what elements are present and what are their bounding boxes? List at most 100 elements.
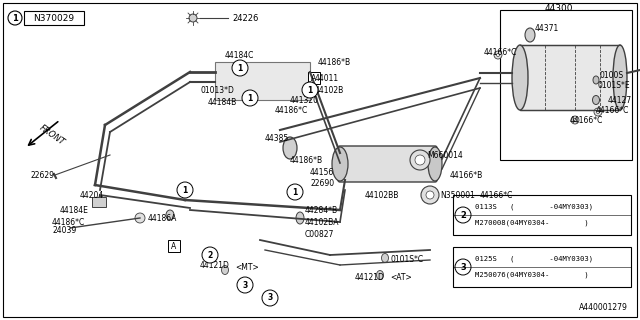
Text: 2: 2 <box>207 251 212 260</box>
Text: 1: 1 <box>292 188 298 196</box>
Text: 0125S   (        -04MY0303): 0125S ( -04MY0303) <box>475 256 593 262</box>
Circle shape <box>135 213 145 223</box>
Circle shape <box>573 118 577 122</box>
Text: 2: 2 <box>460 211 466 220</box>
Circle shape <box>302 82 318 98</box>
Bar <box>453 195 631 235</box>
Text: 0113S   (        -04MY0303): 0113S ( -04MY0303) <box>475 204 593 210</box>
Text: 44184E: 44184E <box>60 205 89 214</box>
Text: A: A <box>312 74 317 83</box>
Text: 44186*B: 44186*B <box>290 156 323 164</box>
Bar <box>168 240 180 252</box>
Ellipse shape <box>296 212 304 224</box>
Ellipse shape <box>593 76 599 84</box>
Text: 24039: 24039 <box>52 226 76 235</box>
Bar <box>500 10 632 160</box>
Bar <box>308 72 320 84</box>
Bar <box>24 11 84 25</box>
Text: 44385: 44385 <box>265 133 289 142</box>
Text: 0101S*E: 0101S*E <box>598 81 630 90</box>
Text: 44184B: 44184B <box>208 98 237 107</box>
Text: C00827: C00827 <box>305 229 334 238</box>
Text: 44184C: 44184C <box>225 51 254 60</box>
Text: 44102BA: 44102BA <box>305 218 339 227</box>
Text: 22690: 22690 <box>310 179 334 188</box>
Circle shape <box>237 277 253 293</box>
Ellipse shape <box>613 45 627 110</box>
Text: 44127: 44127 <box>608 95 632 105</box>
Text: 0100S: 0100S <box>600 70 624 79</box>
Text: 44011: 44011 <box>315 74 339 83</box>
Ellipse shape <box>166 210 174 220</box>
Text: 44186*B: 44186*B <box>318 58 351 67</box>
Text: A440001279: A440001279 <box>579 303 628 312</box>
Text: 44186*C: 44186*C <box>52 218 85 227</box>
Text: 1: 1 <box>237 63 243 73</box>
Ellipse shape <box>512 45 528 110</box>
Ellipse shape <box>283 137 297 159</box>
Text: 01013*D: 01013*D <box>200 85 234 94</box>
Circle shape <box>421 186 439 204</box>
Text: M250076(04MY0304-        ): M250076(04MY0304- ) <box>475 272 589 278</box>
Text: 441320: 441320 <box>290 95 319 105</box>
Text: 44121D: 44121D <box>355 274 385 283</box>
Ellipse shape <box>332 147 348 181</box>
Text: 1: 1 <box>182 186 188 195</box>
Bar <box>453 247 631 287</box>
FancyBboxPatch shape <box>338 146 437 182</box>
Circle shape <box>455 259 471 275</box>
Text: 44166*C: 44166*C <box>570 116 604 124</box>
Text: A: A <box>172 242 177 251</box>
Circle shape <box>202 247 218 263</box>
Text: 44186*C: 44186*C <box>275 106 308 115</box>
Text: 3: 3 <box>460 262 466 271</box>
Text: <MT>: <MT> <box>235 263 259 273</box>
Text: 44284*B: 44284*B <box>305 205 338 214</box>
Text: 44186A: 44186A <box>148 213 177 222</box>
Text: 44102B: 44102B <box>315 85 344 94</box>
Text: FRONT: FRONT <box>38 123 67 147</box>
Text: 44166*C: 44166*C <box>596 106 629 115</box>
Circle shape <box>594 108 602 116</box>
Circle shape <box>596 110 600 114</box>
Text: 1: 1 <box>248 93 253 102</box>
Circle shape <box>571 116 579 124</box>
Text: 44166*C: 44166*C <box>480 190 513 199</box>
Bar <box>92 197 106 207</box>
Text: 1: 1 <box>307 85 312 94</box>
Text: 44102BB: 44102BB <box>365 190 399 199</box>
Text: M660014: M660014 <box>427 150 463 159</box>
Polygon shape <box>215 62 310 100</box>
Circle shape <box>8 11 22 25</box>
Text: N370029: N370029 <box>33 13 75 22</box>
Circle shape <box>232 60 248 76</box>
Circle shape <box>415 155 425 165</box>
Text: 3: 3 <box>268 293 273 302</box>
Circle shape <box>242 90 258 106</box>
Ellipse shape <box>221 266 228 275</box>
Circle shape <box>455 207 471 223</box>
Text: 44300: 44300 <box>545 4 573 12</box>
Bar <box>520 45 620 110</box>
Circle shape <box>494 51 502 59</box>
Circle shape <box>287 184 303 200</box>
Circle shape <box>189 14 197 22</box>
Ellipse shape <box>376 270 383 279</box>
Text: 44166*C: 44166*C <box>484 47 517 57</box>
Text: 44121D: 44121D <box>200 260 230 269</box>
Ellipse shape <box>428 147 442 181</box>
Text: 44204: 44204 <box>80 190 104 199</box>
Circle shape <box>177 182 193 198</box>
Circle shape <box>410 150 430 170</box>
Text: 0101S*C: 0101S*C <box>390 255 423 265</box>
Text: N350001: N350001 <box>440 190 475 199</box>
Ellipse shape <box>525 28 535 42</box>
Text: 44371: 44371 <box>535 23 559 33</box>
Text: 3: 3 <box>243 281 248 290</box>
Text: 22629: 22629 <box>30 171 54 180</box>
Ellipse shape <box>381 253 388 262</box>
Circle shape <box>262 290 278 306</box>
Text: 44166*B: 44166*B <box>450 171 483 180</box>
Text: 1: 1 <box>12 13 18 22</box>
Text: 24226: 24226 <box>232 13 259 22</box>
